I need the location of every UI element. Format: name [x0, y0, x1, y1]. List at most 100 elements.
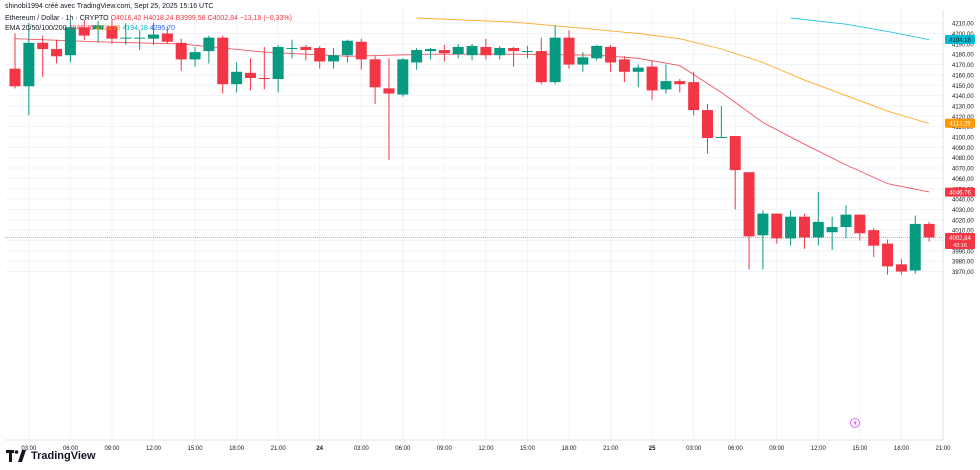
price-axis-badge-label: 4113,29	[949, 122, 971, 128]
candle-down[interactable]	[563, 37, 575, 65]
y-tick-label: 4160,00	[952, 73, 974, 79]
candle-down[interactable]	[618, 59, 630, 72]
candle-down[interactable]	[646, 66, 658, 91]
candle-up[interactable]	[286, 47, 298, 49]
candle-down[interactable]	[702, 110, 713, 139]
tradingview-logo[interactable]: TradingView	[6, 450, 96, 462]
candle-down[interactable]	[882, 243, 894, 267]
candle-down[interactable]	[868, 230, 880, 246]
price-axis-badge-label: 4002,84	[949, 236, 971, 242]
candle-up[interactable]	[189, 52, 201, 60]
candle-up[interactable]	[632, 67, 644, 72]
candle-down[interactable]	[605, 46, 617, 63]
candle-up[interactable]	[452, 46, 464, 55]
candle-down[interactable]	[9, 68, 21, 87]
candle-up[interactable]	[909, 223, 921, 271]
candle-up[interactable]	[328, 55, 340, 62]
candle-up[interactable]	[231, 71, 243, 85]
x-tick-label: 18:00	[229, 446, 245, 452]
candle-up[interactable]	[134, 37, 146, 39]
y-tick-label: 4030,00	[952, 208, 974, 214]
candle-down[interactable]	[798, 216, 810, 238]
y-tick-label: 4010,00	[952, 229, 974, 235]
candle-down[interactable]	[743, 172, 755, 237]
candle-up[interactable]	[812, 221, 824, 238]
candle-up[interactable]	[577, 57, 589, 65]
candle-up[interactable]	[521, 51, 533, 53]
candle-down[interactable]	[854, 214, 866, 234]
candle-up[interactable]	[120, 37, 132, 39]
candle-down[interactable]	[508, 47, 520, 52]
candle-up[interactable]	[203, 37, 215, 52]
high-value: H4018,24	[143, 15, 174, 22]
candle-up[interactable]	[660, 81, 672, 90]
candle-down[interactable]	[729, 135, 741, 171]
candle-up[interactable]	[840, 214, 852, 228]
candle-down[interactable]	[175, 42, 187, 60]
candle-down[interactable]	[244, 72, 256, 79]
candle-down[interactable]	[51, 49, 63, 57]
brand-name: TradingView	[31, 450, 96, 462]
candle-up[interactable]	[591, 45, 603, 59]
y-tick-label: 4190,00	[952, 42, 974, 48]
y-tick-label: 4120,00	[952, 115, 974, 121]
candle-down[interactable]	[674, 81, 686, 85]
low-value: B3999,58	[175, 15, 206, 22]
candle-down[interactable]	[688, 82, 700, 111]
price-axis-badge	[945, 187, 975, 197]
candle-down[interactable]	[355, 41, 367, 60]
y-tick-label: 4180,00	[952, 53, 974, 59]
candle-down[interactable]	[438, 50, 450, 54]
candle-up[interactable]	[425, 49, 436, 52]
countdown-label: 43:16	[953, 243, 967, 249]
ema50-line	[416, 17, 930, 124]
candle-down[interactable]	[923, 223, 935, 238]
candle-up[interactable]	[826, 227, 838, 233]
ema100-line	[790, 17, 930, 41]
candle-up[interactable]	[494, 47, 506, 56]
candle-up[interactable]	[341, 40, 353, 56]
y-tick-label: 4080,00	[952, 156, 974, 162]
candle-up[interactable]	[92, 25, 104, 30]
candle-down[interactable]	[535, 51, 547, 83]
candle-up[interactable]	[23, 42, 35, 87]
candle-up[interactable]	[397, 59, 409, 95]
candle-up[interactable]	[785, 216, 797, 239]
candle-up[interactable]	[466, 45, 478, 56]
candle-down[interactable]	[78, 27, 90, 36]
candle-down[interactable]	[106, 26, 118, 39]
ema20-value: 4046,76	[68, 25, 94, 32]
candle-down[interactable]	[895, 264, 907, 272]
x-tick-label: 15:00	[852, 446, 868, 452]
candle-up[interactable]	[757, 213, 769, 236]
candle-up[interactable]	[272, 46, 284, 80]
y-tick-label: 4110,00	[952, 125, 974, 131]
candle-up[interactable]	[411, 50, 423, 63]
y-tick-label: 3980,00	[952, 260, 974, 266]
candle-down[interactable]	[37, 42, 49, 50]
candle-down[interactable]	[314, 47, 326, 62]
candle-down[interactable]	[161, 33, 173, 42]
price-axis-badge	[945, 233, 975, 250]
candle-down[interactable]	[771, 213, 783, 239]
candle-up[interactable]	[64, 27, 76, 56]
ema-indicator-label[interactable]: EMA 20/50/100/200	[5, 25, 67, 32]
candle-down[interactable]	[480, 46, 492, 56]
candle-down[interactable]	[300, 46, 312, 51]
x-tick-label: 15:00	[188, 446, 204, 452]
candle-down[interactable]	[383, 88, 395, 94]
candle-up[interactable]	[549, 37, 561, 83]
y-tick-label: 4150,00	[952, 84, 974, 90]
x-tick-label: 09:00	[769, 446, 785, 452]
candle-up[interactable]	[715, 137, 727, 138]
x-tick-label: 24	[316, 446, 323, 452]
candle-up[interactable]	[148, 34, 159, 39]
candle-down[interactable]	[217, 37, 229, 85]
ema-legend: EMA 20/50/100/200 4046,76 4113,29 4194,1…	[5, 25, 175, 32]
x-tick-label: 03:00	[686, 446, 702, 452]
candle-down[interactable]	[258, 78, 270, 80]
symbol-title[interactable]: Ethereum / Dollar · 1h · CRYPTO	[5, 15, 109, 22]
x-tick-label: 06:00	[63, 446, 79, 452]
candle-down[interactable]	[369, 59, 381, 88]
